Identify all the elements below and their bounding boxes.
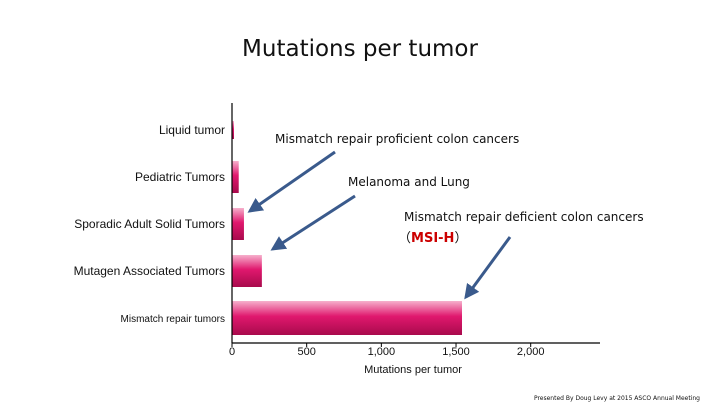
x-axis-label: Mutations per tumor <box>364 364 462 376</box>
chart-title: Mutations per tumor <box>242 36 478 62</box>
msi-paren-open: （ <box>398 231 411 246</box>
bar-mismatch-repair-tumors <box>232 301 462 335</box>
x-tick-label: 2,000 <box>517 346 545 358</box>
x-tick-label: 1,000 <box>368 346 396 358</box>
x-tick-label: 0 <box>229 346 235 358</box>
bar-liquid-tumor <box>232 121 234 139</box>
msi-paren-close: ） <box>454 231 467 246</box>
arrow-proficient <box>247 150 336 213</box>
category-label-sporadic-adult-solid-tumors: Sporadic Adult Solid Tumors <box>74 217 225 231</box>
footer-credit: Presented By Doug Levy at 2015 ASCO Annu… <box>534 395 700 402</box>
annotation-msi: （MSI-H） <box>398 231 467 246</box>
bar-mutagen-associated-tumors <box>232 255 262 287</box>
annotation-deficient: Mismatch repair deficient colon cancers <box>404 210 644 224</box>
msi-h-label: MSI-H <box>411 231 454 246</box>
annotation-proficient: Mismatch repair proficient colon cancers <box>275 132 519 146</box>
category-label-mismatch-repair-tumors: Mismatch repair tumors <box>121 314 225 325</box>
arrow-deficient <box>464 236 512 300</box>
bar-pediatric-tumors <box>232 161 239 193</box>
category-label-pediatric-tumors: Pediatric Tumors <box>135 170 225 184</box>
category-label-liquid-tumor: Liquid tumor <box>159 123 225 137</box>
x-tick-label: 1,500 <box>442 346 470 358</box>
bar-sporadic-adult-solid-tumors <box>232 208 244 240</box>
arrow-melanoma-lung <box>270 194 356 251</box>
category-label-mutagen-associated-tumors: Mutagen Associated Tumors <box>74 264 225 278</box>
x-tick-label: 500 <box>297 346 315 358</box>
annotation-melanoma-lung: Melanoma and Lung <box>348 175 470 189</box>
